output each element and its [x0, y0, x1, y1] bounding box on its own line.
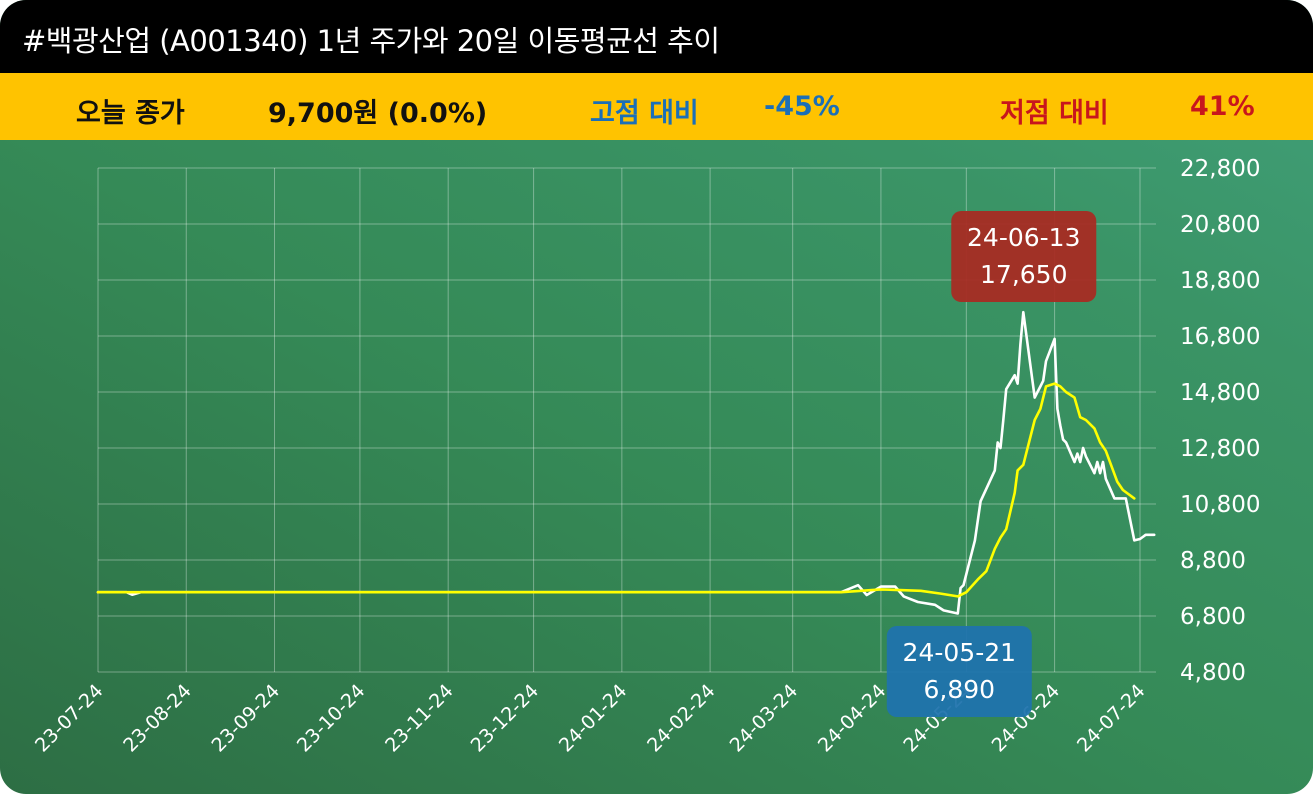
annotation-box	[951, 211, 1097, 302]
annotation-date: 24-06-13	[967, 223, 1080, 252]
y-tick-label: 18,800	[1180, 268, 1260, 294]
series-line-price	[96, 310, 1156, 615]
y-tick-label: 22,800	[1180, 156, 1260, 182]
x-tick-label: 24-07-24	[1073, 680, 1150, 757]
x-tick-label: 24-03-24	[726, 680, 803, 757]
close-label: 오늘 종가	[76, 98, 185, 129]
y-tick-label: 14,800	[1180, 380, 1260, 406]
y-tick-label: 12,800	[1180, 436, 1260, 462]
chart-title: #백광산업 (A001340) 1년 주가와 20일 이동평균선 추이	[22, 24, 720, 58]
annotation-value: 17,650	[980, 260, 1067, 289]
annotation-high: 24-06-13 17,650	[951, 211, 1097, 302]
y-tick-label: 8,800	[1180, 548, 1246, 574]
annotations: 24-06-13 17,650 24-05-21 6,890	[886, 211, 1097, 717]
x-tick-label: 24-02-24	[643, 680, 720, 757]
y-tick-label: 10,800	[1180, 492, 1260, 518]
x-tick-label: 23-09-24	[208, 680, 285, 757]
x-tick-label: 23-12-24	[467, 680, 544, 757]
y-tick-label: 20,800	[1180, 212, 1260, 238]
y-tick-label: 6,800	[1180, 604, 1246, 630]
y-tick-label: 16,800	[1180, 324, 1260, 350]
annotation-value: 6,890	[924, 675, 996, 704]
title-bar: #백광산업 (A001340) 1년 주가와 20일 이동평균선 추이	[0, 0, 1313, 73]
high-compare-label: 고점 대비	[590, 98, 699, 129]
x-tick-label: 23-08-24	[119, 680, 196, 757]
y-tick-label: 4,800	[1180, 660, 1246, 686]
x-tick-label: 23-11-24	[381, 680, 458, 757]
low-compare-value: 41%	[1190, 91, 1255, 122]
x-tick-label: 24-04-24	[814, 680, 891, 757]
series-lines	[96, 310, 1156, 615]
x-tick-label: 23-07-24	[31, 680, 108, 757]
x-tick-label: 23-10-24	[293, 680, 370, 757]
low-compare-label: 저점 대비	[1000, 98, 1109, 129]
x-tick-label: 24-01-24	[555, 680, 632, 757]
y-axis: 4,800 6,800 8,800 10,800 12,800 14,800 16,800 1…	[1180, 156, 1260, 686]
annotation-low: 24-05-21 6,890	[886, 626, 1032, 717]
series-line-ma20	[96, 382, 1136, 598]
annotation-date: 24-05-21	[903, 638, 1016, 667]
high-compare-value: -45%	[764, 91, 840, 122]
close-value: 9,700원 (0.0%)	[268, 98, 488, 129]
info-bar: 오늘 종가 9,700원 (0.0%) 고점 대비 -45% 저점 대비 41%	[0, 73, 1313, 140]
annotation-box	[886, 626, 1032, 717]
